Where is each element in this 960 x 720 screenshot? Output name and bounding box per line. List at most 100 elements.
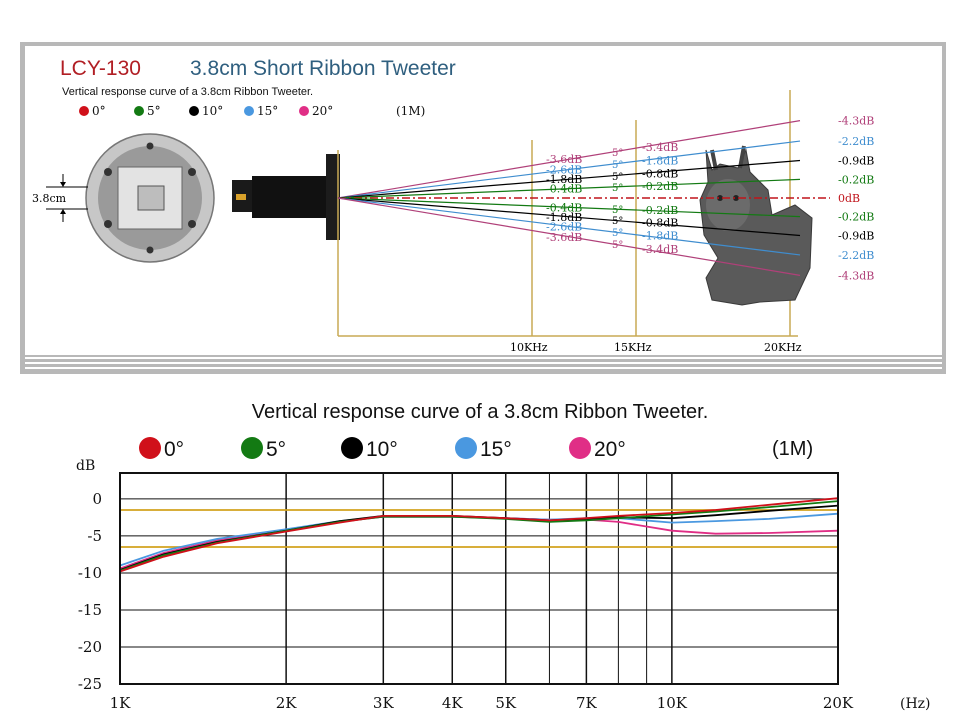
- dimension-label: 3.8cm: [32, 192, 67, 205]
- gargoyle-image: [699, 145, 813, 306]
- ray-line: [337, 197, 801, 218]
- ray-end-label: -2.2dB: [838, 135, 874, 148]
- panel-legend-swatch: [299, 106, 309, 116]
- ray-line: [337, 197, 801, 276]
- series-line-4: [119, 515, 839, 570]
- x-tick-label: 20K: [823, 694, 854, 712]
- ray-near-label: -3.6dB: [546, 231, 582, 244]
- panel-legend-swatch: [244, 106, 254, 116]
- x-tick-label: 1K: [110, 694, 132, 712]
- panel-legend-note: (1M): [396, 104, 425, 118]
- ray-end-label: -0.2dB: [838, 173, 874, 186]
- ray-line: [337, 120, 801, 199]
- panel-legend-label: 0°: [92, 104, 106, 118]
- ray-mid-label: -1.8dB: [642, 229, 678, 242]
- y-tick-labels: 0 -5 -10 -15 -20 -25: [78, 490, 102, 693]
- x-tick-label: 4K: [442, 694, 464, 712]
- chart-grid: [119, 473, 839, 685]
- ray-angle-label: 5°: [612, 216, 623, 227]
- panel-legend-label: 5°: [147, 104, 161, 118]
- ray-mid-label: -0.8dB: [642, 167, 678, 180]
- chart-title: Vertical response curve of a 3.8cm Ribbo…: [252, 401, 709, 423]
- panel-subtitle: Vertical response curve of a 3.8cm Ribbo…: [62, 86, 313, 98]
- ray-angle-label: 5°: [612, 183, 623, 194]
- panel-legend-swatch: [79, 106, 89, 116]
- ray-mid-label: -1.8dB: [642, 155, 678, 168]
- legend-label: 10°: [366, 438, 398, 461]
- legend-swatch: [139, 437, 161, 459]
- freq-label-10k: 10KHz: [510, 341, 548, 354]
- panel-legend-swatch: [189, 106, 199, 116]
- ray-end-label: -0.2dB: [838, 211, 874, 224]
- chart-series: [119, 497, 839, 573]
- ray-angle-label: 5°: [612, 205, 623, 216]
- y-tick-label: -20: [78, 638, 102, 656]
- y-axis-label: dB: [76, 458, 95, 474]
- ray-mid-label: -0.2dB: [642, 180, 678, 193]
- y-tick-label: -10: [78, 564, 102, 582]
- ray-mid-label: -0.8dB: [642, 217, 678, 230]
- y-tick-label: -5: [87, 527, 102, 545]
- ray-near-label: -2.6dB: [546, 163, 582, 176]
- legend-swatch: [241, 437, 263, 459]
- panel-legend-swatch: [134, 106, 144, 116]
- legend-label: 0°: [164, 438, 184, 461]
- ray-angle-label: 5°: [612, 160, 623, 171]
- panel-legend: 0° 5° 10° 15° 20° (1M): [79, 104, 425, 118]
- legend-label: 15°: [480, 438, 512, 461]
- plot-border: [119, 472, 839, 685]
- ray-end-label: -4.3dB: [838, 269, 874, 282]
- dispersion-rays: -4.3dB-3.4dB-3.6dB 5°-2.2dB-1.8dB-2.6dB 5°…: [337, 115, 874, 282]
- y-tick-label: 0: [92, 490, 102, 508]
- ray-line: [337, 197, 801, 256]
- panel-legend-label: 20°: [312, 104, 333, 118]
- freq-label-15k: 15KHz: [614, 341, 652, 354]
- ray-end-label: -2.2dB: [838, 249, 874, 262]
- tweeter-diagram-panel: LCY-130 3.8cm Short Ribbon Tweeter Verti…: [20, 42, 946, 374]
- ray-near-label: -1.8dB: [546, 173, 582, 186]
- tweeter-side-view: [232, 154, 340, 240]
- x-tick-label: 10K: [657, 694, 688, 712]
- ray-near-label: -2.6dB: [546, 221, 582, 234]
- x-axis-label: (Hz): [900, 696, 931, 712]
- legend-label: 5°: [266, 438, 286, 461]
- ray-line: [337, 140, 801, 199]
- ray-angle-label: 5°: [612, 228, 623, 239]
- ray-angle-label: 5°: [612, 172, 623, 183]
- x-tick-label: 3K: [373, 694, 395, 712]
- ray-end-label: -4.3dB: [838, 115, 874, 128]
- ray-angle-label: 5°: [612, 240, 623, 251]
- legend-label: 20°: [594, 438, 626, 461]
- ray-end-label: 0dB: [838, 192, 860, 205]
- ray-angle-label: 5°: [612, 148, 623, 159]
- ray-mid-label: -3.4dB: [642, 243, 678, 256]
- model-name: LCY-130: [60, 57, 141, 80]
- panel-bottom-stripes: [25, 357, 942, 369]
- y-tick-label: -15: [78, 601, 102, 619]
- legend-swatch: [569, 437, 591, 459]
- ray-near-label: -0.4dB: [546, 201, 582, 214]
- dimension-marker: [46, 174, 88, 222]
- legend-note: (1M): [772, 438, 813, 460]
- panel-title: 3.8cm Short Ribbon Tweeter: [190, 57, 456, 80]
- tweeter-front-view: [85, 133, 215, 263]
- series-line-0: [119, 497, 839, 573]
- panel-legend-label: 15°: [257, 104, 278, 118]
- ray-near-label: -1.8dB: [546, 211, 582, 224]
- freq-label-20k: 20KHz: [764, 341, 802, 354]
- x-tick-label: 5K: [495, 694, 517, 712]
- ray-mid-label: -3.4dB: [642, 141, 678, 154]
- x-tick-labels: 1K 2K 3K 4K 5K 7K 10K 20K: [110, 694, 854, 712]
- ray-line: [337, 178, 801, 199]
- ray-near-label: -3.6dB: [546, 153, 582, 166]
- ray-line: [337, 197, 801, 237]
- y-tick-label: -25: [78, 675, 102, 693]
- ray-near-label: -0.4dB: [546, 183, 582, 196]
- legend-swatch: [455, 437, 477, 459]
- x-tick-label: 2K: [276, 694, 298, 712]
- chart-legend: 0° 5° 10° 15° 20°: [139, 437, 626, 461]
- ray-mid-label: -0.2dB: [642, 204, 678, 217]
- ray-end-label: -0.9dB: [838, 155, 874, 168]
- x-tick-label: 7K: [576, 694, 598, 712]
